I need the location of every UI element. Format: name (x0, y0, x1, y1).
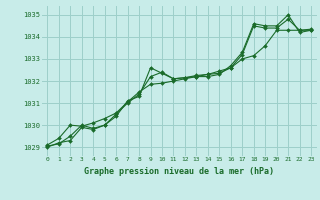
X-axis label: Graphe pression niveau de la mer (hPa): Graphe pression niveau de la mer (hPa) (84, 167, 274, 176)
